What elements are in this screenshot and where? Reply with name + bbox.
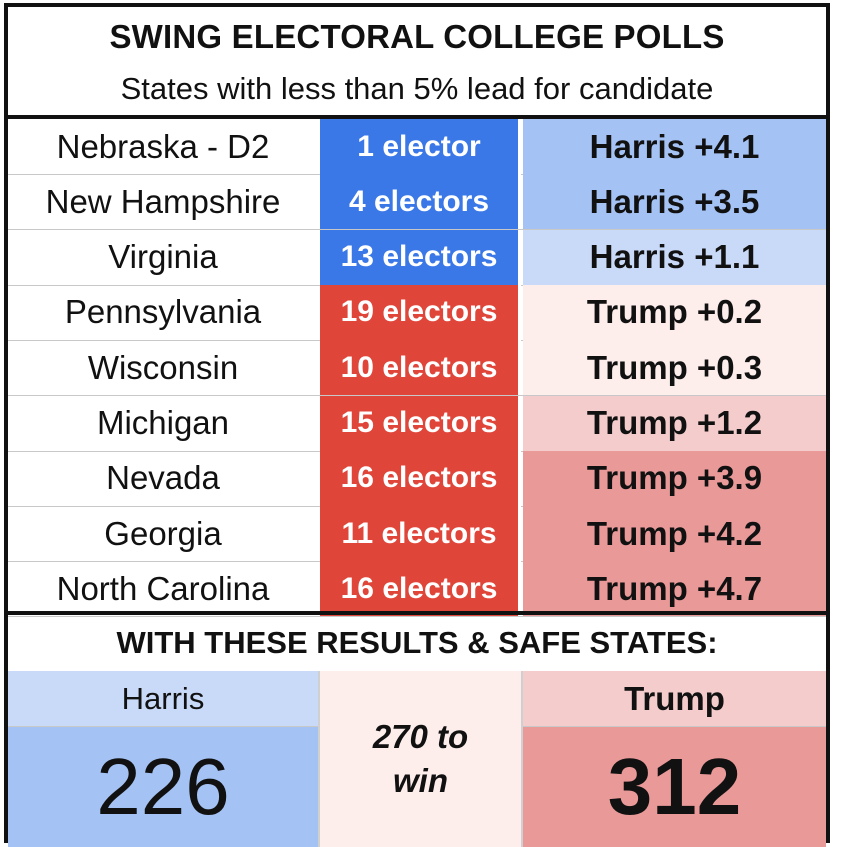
win-threshold: 270 to win [320, 671, 521, 847]
poll-lead: Harris +1.1 [523, 229, 826, 285]
poll-lead: Harris +4.1 [523, 119, 826, 174]
results-banner: WITH THESE RESULTS & SAFE STATES: [116, 625, 718, 660]
table-row: Wisconsin 10 electors Trump +0.3 [8, 340, 826, 397]
elector-count: 15 electors [320, 395, 521, 451]
win-threshold-line1: 270 to [372, 718, 469, 755]
poll-lead: Trump +4.7 [523, 561, 826, 617]
table-subtitle: States with less than 5% lead for candid… [120, 71, 714, 106]
elector-count: 1 elector [320, 119, 521, 174]
state-name: Michigan [96, 404, 230, 441]
table-row: Michigan 15 electors Trump +1.2 [8, 395, 826, 452]
poll-lead: Harris +3.5 [523, 174, 826, 230]
state-name: Pennsylvania [64, 293, 262, 331]
table-row: New Hampshire 4 electors Harris +3.5 [8, 174, 826, 231]
table-row: Virginia 13 electors Harris +1.1 [8, 229, 826, 286]
state-name: Virginia [108, 238, 218, 276]
poll-lead: Trump +0.3 [523, 340, 826, 396]
elector-count: 16 electors [320, 450, 521, 506]
table-title: SWING ELECTORAL COLLEGE POLLS [109, 18, 725, 55]
state-name: Georgia [104, 514, 222, 552]
state-name: New Hampshire [45, 182, 281, 220]
poll-lead: Trump +1.2 [523, 395, 826, 451]
table-row: Georgia 11 electors Trump +4.2 [8, 506, 826, 563]
elector-count: 13 electors [320, 229, 521, 285]
win-threshold-line2: win [393, 762, 448, 799]
results-divider-right [521, 671, 523, 847]
harris-label: Harris [8, 671, 318, 727]
polls-table: SWING ELECTORAL COLLEGE POLLS States wit… [4, 3, 830, 847]
table-row: Nevada 16 electors Trump +3.9 [8, 450, 826, 507]
poll-lead: Trump +3.9 [523, 450, 826, 506]
table-row: Nebraska - D2 1 elector Harris +4.1 [8, 119, 826, 175]
elector-count: 16 electors [320, 561, 521, 617]
trump-label: Trump [523, 671, 826, 727]
poll-lead: Trump +4.2 [523, 506, 826, 562]
results-divider [8, 611, 826, 615]
state-name: Wisconsin [87, 348, 239, 386]
elector-count: 19 electors [320, 284, 521, 340]
elector-count: 10 electors [320, 340, 521, 396]
state-name: Nevada [106, 459, 220, 497]
elector-count: 4 electors [320, 174, 521, 230]
trump-total: 312 [523, 727, 826, 847]
state-name: Nebraska - D2 [56, 127, 270, 165]
table-row: North Carolina 16 electors Trump +4.7 [8, 561, 826, 618]
elector-count: 11 electors [320, 506, 521, 562]
table-row: Pennsylvania 19 electors Trump +0.2 [8, 284, 826, 341]
header-divider [8, 115, 826, 119]
poll-lead: Trump +0.2 [523, 284, 826, 340]
harris-total: 226 [8, 727, 318, 847]
results-divider-left [318, 671, 320, 847]
state-name: North Carolina [56, 569, 270, 607]
